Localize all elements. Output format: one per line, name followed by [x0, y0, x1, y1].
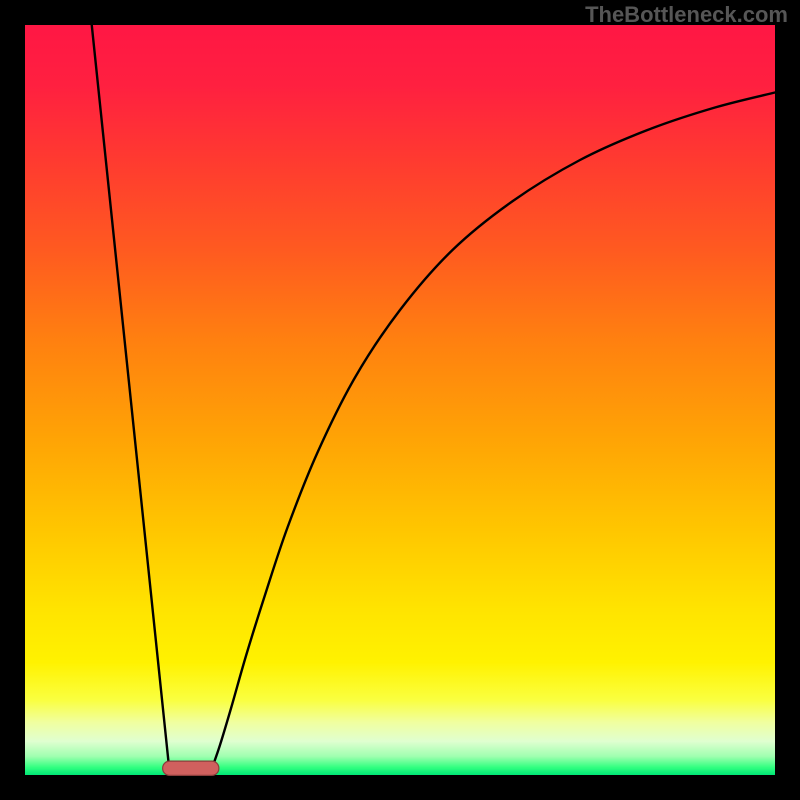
chart-container: TheBottleneck.com [0, 0, 800, 800]
bottleneck-chart [0, 0, 800, 800]
optimal-marker [163, 761, 219, 775]
watermark-text: TheBottleneck.com [585, 2, 788, 28]
